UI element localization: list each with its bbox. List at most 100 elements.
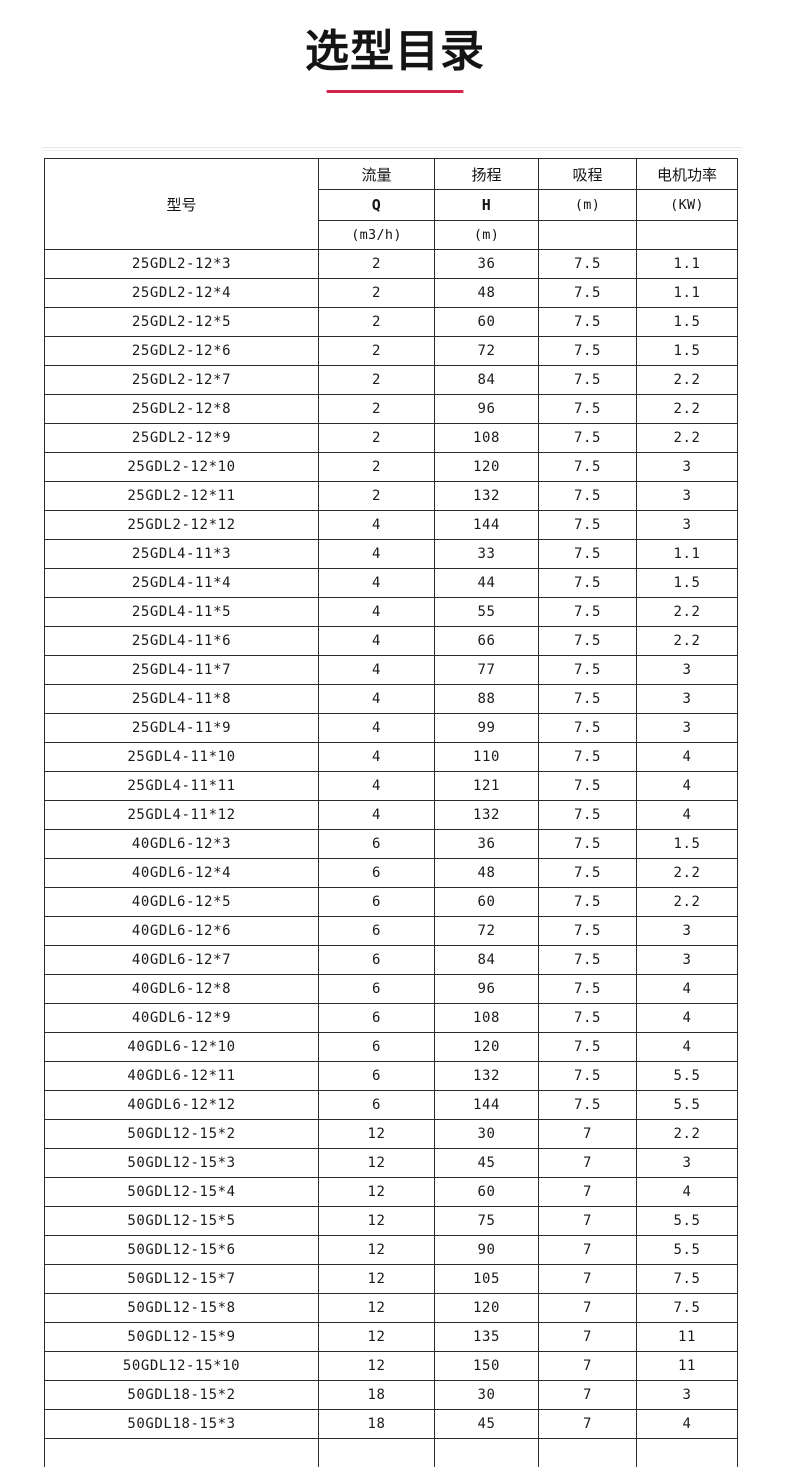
cell-head: 108 bbox=[435, 1004, 539, 1033]
cell-flow: 4 bbox=[319, 743, 435, 772]
cell-suction: 7 bbox=[539, 1410, 637, 1439]
cell-suction: 7 bbox=[539, 1149, 637, 1178]
cell-model: 25GDL2-12*4 bbox=[45, 279, 319, 308]
cell-model: 25GDL4-11*8 bbox=[45, 685, 319, 714]
cell-model: 25GDL4-11*7 bbox=[45, 656, 319, 685]
header-suction-symbol: (m) bbox=[539, 190, 637, 221]
cell-model: 40GDL6-12*4 bbox=[45, 859, 319, 888]
cell-suction: 7.5 bbox=[539, 888, 637, 917]
cell-head: 144 bbox=[435, 1091, 539, 1120]
cell-power: 4 bbox=[637, 743, 738, 772]
cell-suction: 7.5 bbox=[539, 975, 637, 1004]
cell-flow: 6 bbox=[319, 1062, 435, 1091]
cell-power: 5.5 bbox=[637, 1236, 738, 1265]
cell-suction: 7.5 bbox=[539, 1062, 637, 1091]
cell-power: 5.5 bbox=[637, 1207, 738, 1236]
cell-model: 40GDL6-12*5 bbox=[45, 888, 319, 917]
cell-model: 25GDL4-11*5 bbox=[45, 598, 319, 627]
cell-head: 72 bbox=[435, 917, 539, 946]
scan-artifact-line-secondary bbox=[42, 150, 742, 151]
pump-selection-table: 型号 流量 扬程 吸程 电机功率 Q H (m) (KW) (m3/h) (m)… bbox=[44, 158, 738, 1467]
cell-flow: 6 bbox=[319, 888, 435, 917]
cell-model: 50GDL12-15*6 bbox=[45, 1236, 319, 1265]
cell-suction: 7 bbox=[539, 1178, 637, 1207]
cell-power: 11 bbox=[637, 1323, 738, 1352]
cell-model: 25GDL2-12*12 bbox=[45, 511, 319, 540]
header-head-symbol: H bbox=[435, 190, 539, 221]
cell-flow: 12 bbox=[319, 1149, 435, 1178]
cell-flow: 6 bbox=[319, 1033, 435, 1062]
cell-model: 50GDL12-15*4 bbox=[45, 1178, 319, 1207]
cell-model: 50GDL12-15*10 bbox=[45, 1352, 319, 1381]
cell-clipped bbox=[539, 1439, 637, 1467]
cell-head: 36 bbox=[435, 830, 539, 859]
cell-head: 110 bbox=[435, 743, 539, 772]
cell-clipped bbox=[45, 1439, 319, 1467]
cell-head: 36 bbox=[435, 250, 539, 279]
cell-suction: 7 bbox=[539, 1352, 637, 1381]
cell-flow: 2 bbox=[319, 250, 435, 279]
cell-flow: 4 bbox=[319, 801, 435, 830]
title-accent-underline bbox=[327, 90, 464, 93]
header-suction-name: 吸程 bbox=[539, 159, 637, 190]
cell-flow: 4 bbox=[319, 540, 435, 569]
cell-head: 33 bbox=[435, 540, 539, 569]
cell-power: 2.2 bbox=[637, 366, 738, 395]
cell-power: 1.1 bbox=[637, 540, 738, 569]
cell-head: 132 bbox=[435, 801, 539, 830]
cell-suction: 7.5 bbox=[539, 1091, 637, 1120]
cell-flow: 2 bbox=[319, 395, 435, 424]
cell-suction: 7.5 bbox=[539, 250, 637, 279]
cell-clipped bbox=[435, 1439, 539, 1467]
cell-head: 45 bbox=[435, 1149, 539, 1178]
cell-model: 50GDL12-15*9 bbox=[45, 1323, 319, 1352]
cell-model: 25GDL4-11*6 bbox=[45, 627, 319, 656]
cell-power: 4 bbox=[637, 1033, 738, 1062]
cell-head: 48 bbox=[435, 279, 539, 308]
cell-model: 25GDL2-12*8 bbox=[45, 395, 319, 424]
cell-model: 50GDL12-15*8 bbox=[45, 1294, 319, 1323]
cell-power: 7.5 bbox=[637, 1265, 738, 1294]
cell-flow: 2 bbox=[319, 279, 435, 308]
cell-flow: 18 bbox=[319, 1381, 435, 1410]
cell-suction: 7.5 bbox=[539, 830, 637, 859]
cell-power: 2.2 bbox=[637, 424, 738, 453]
cell-head: 88 bbox=[435, 685, 539, 714]
header-flow-name: 流量 bbox=[319, 159, 435, 190]
cell-flow: 4 bbox=[319, 656, 435, 685]
cell-suction: 7 bbox=[539, 1207, 637, 1236]
cell-head: 84 bbox=[435, 946, 539, 975]
cell-head: 96 bbox=[435, 975, 539, 1004]
cell-flow: 12 bbox=[319, 1178, 435, 1207]
cell-suction: 7.5 bbox=[539, 1033, 637, 1062]
cell-flow: 6 bbox=[319, 830, 435, 859]
cell-flow: 12 bbox=[319, 1120, 435, 1149]
cell-head: 99 bbox=[435, 714, 539, 743]
cell-flow: 2 bbox=[319, 453, 435, 482]
cell-flow: 6 bbox=[319, 1091, 435, 1120]
cell-head: 120 bbox=[435, 1033, 539, 1062]
cell-model: 50GDL18-15*2 bbox=[45, 1381, 319, 1410]
cell-power: 5.5 bbox=[637, 1062, 738, 1091]
cell-model: 40GDL6-12*9 bbox=[45, 1004, 319, 1033]
cell-power: 3 bbox=[637, 453, 738, 482]
cell-suction: 7.5 bbox=[539, 1004, 637, 1033]
cell-head: 55 bbox=[435, 598, 539, 627]
cell-flow: 2 bbox=[319, 308, 435, 337]
cell-head: 45 bbox=[435, 1410, 539, 1439]
